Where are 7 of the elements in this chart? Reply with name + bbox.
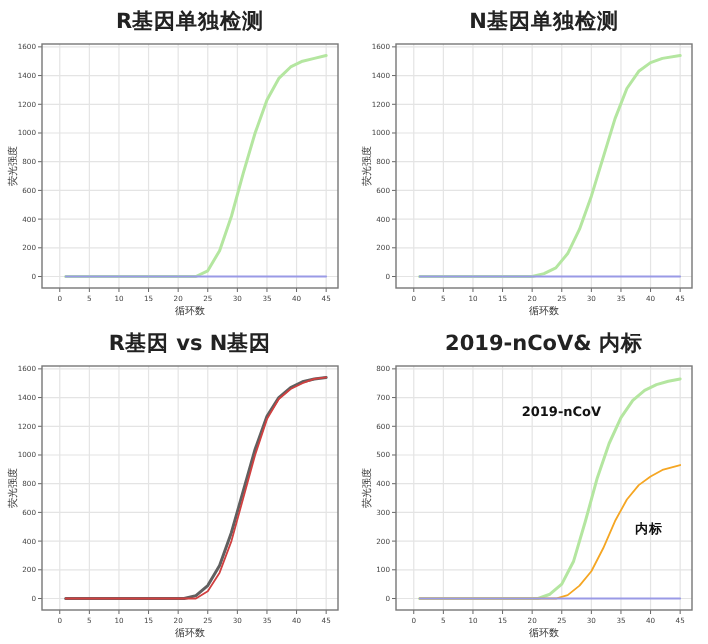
chart-title: 2019-nCoV& 内标: [445, 330, 643, 356]
chart-title: R基因单独检测: [115, 8, 265, 34]
line-series: [418, 377, 682, 601]
line-series: [64, 53, 328, 279]
chart-title: R基因 vs N基因: [108, 330, 272, 356]
chart-title: N基因单独检测: [469, 8, 619, 34]
line-series: [418, 53, 682, 279]
